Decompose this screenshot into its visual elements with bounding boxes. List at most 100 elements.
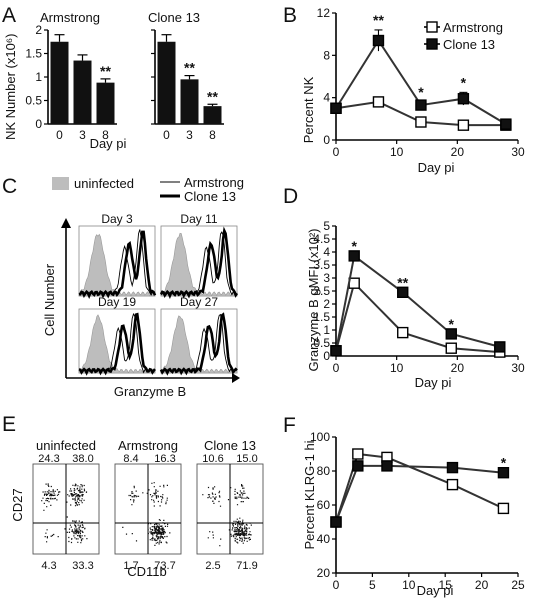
panel-c-day-27-label: Day 27 bbox=[180, 295, 218, 309]
panel-a-right-significance: ** bbox=[184, 60, 195, 76]
panel-e-plot-1-q3: 4.3 bbox=[41, 560, 56, 572]
panel-e-plot-3-q2: 15.0 bbox=[236, 453, 257, 465]
panel-a-ylabel: NK Number (x10⁶) bbox=[3, 34, 18, 141]
panel-d-series-armstrong-point bbox=[445, 342, 457, 354]
panel-d-significance: * bbox=[351, 238, 357, 254]
panel-d-ytick-label: 5 bbox=[323, 219, 330, 233]
panel-d-ytick-label: 3.5 bbox=[313, 258, 330, 272]
panel-e-plot-1-q4: 33.3 bbox=[72, 560, 93, 572]
panel-d-series-clone13-point bbox=[397, 286, 409, 298]
panel-a-xlabel: Day pi bbox=[90, 136, 127, 151]
panel-d-series-clone13-point bbox=[348, 250, 360, 262]
panel-f-series-armstrong-point bbox=[446, 478, 459, 491]
panel-b-legend-label: Clone 13 bbox=[443, 37, 495, 52]
panel-e-xlabel: CD11b bbox=[127, 564, 167, 579]
panel-c-xlabel: Granzyme B bbox=[114, 384, 186, 399]
panel-b-xlabel: Day pi bbox=[418, 160, 455, 175]
panel-e-plot-2-q2: 16.3 bbox=[154, 453, 175, 465]
panel-e-plot-1-title: uninfected bbox=[36, 438, 96, 453]
panel-a-left-ytick-label: 1.5 bbox=[25, 47, 42, 61]
panel-a-right-significance: ** bbox=[207, 88, 218, 104]
legend-armstrong: Armstrong bbox=[184, 175, 244, 190]
panel-e-plot-3-q4: 71.9 bbox=[236, 560, 257, 572]
panel-f-series-armstrong-point bbox=[352, 448, 364, 460]
panel-d-significance: * bbox=[449, 316, 455, 332]
panel-label-c: C bbox=[2, 175, 17, 198]
legend-swatch-uninfected bbox=[52, 177, 69, 190]
panel-f-xtick-label: 10 bbox=[402, 578, 416, 592]
panel-a-charts: 0 0.5 1 1.5 2 0 3 8 ** 0 3 ** 8 ** bbox=[25, 23, 224, 142]
panel-d-ytick-label: 0 bbox=[323, 349, 330, 363]
panel-f-series-armstrong-point bbox=[497, 502, 510, 515]
panel-f-xlabel: Day pi bbox=[417, 583, 454, 598]
panel-d-ylabel: Granzyme B gMFI (x10²) bbox=[306, 228, 321, 371]
panel-c-y-arrow bbox=[61, 218, 71, 228]
panel-d-ytick-label: 3 bbox=[323, 271, 330, 285]
panel-d-xtick-label: 20 bbox=[451, 361, 465, 375]
panel-d-ytick-label: 0.5 bbox=[313, 336, 330, 350]
panel-e-plot-3-q3: 2.5 bbox=[205, 560, 220, 572]
panel-b-ytick-label: 12 bbox=[317, 6, 331, 20]
panel-e-plot-2-title: Armstrong bbox=[118, 438, 178, 453]
panel-d-series-armstrong-point bbox=[397, 326, 409, 339]
panel-c-day-11-label: Day 11 bbox=[180, 212, 217, 226]
panel-label-b: B bbox=[283, 4, 297, 27]
panel-d-ytick-label: 4 bbox=[323, 245, 330, 259]
panel-b-series-clone13-point bbox=[457, 93, 470, 105]
panel-c-legend: uninfected Armstrong Clone 13 bbox=[52, 175, 244, 204]
panel-d-ytick-label: 1.5 bbox=[313, 310, 330, 324]
panel-a-left-ytick-label: 0.5 bbox=[25, 94, 42, 108]
panel-b-xtick-label: 20 bbox=[451, 145, 465, 159]
panel-f-ytick-label: 80 bbox=[317, 464, 331, 478]
panel-f-ytick-label: 100 bbox=[310, 430, 330, 444]
panel-b-legend-marker bbox=[426, 38, 438, 50]
panel-d-ytick-label: 2 bbox=[323, 297, 330, 311]
panel-b-legend-marker bbox=[426, 21, 438, 33]
panel-e-plot-2-q1: 8.4 bbox=[123, 453, 138, 465]
panel-d-series-clone13-point bbox=[445, 328, 457, 340]
panel-f-ytick-label: 60 bbox=[317, 498, 331, 512]
panel-e-plot-2-dots bbox=[122, 482, 171, 546]
panel-d-ytick-label: 4.5 bbox=[313, 232, 330, 246]
panel-f-chart: 0 5 10 15 20 25 20 40 60 80 100 * bbox=[310, 430, 525, 592]
panel-e-plot-1-dots bbox=[41, 483, 88, 544]
panel-c-day-19-label: Day 19 bbox=[98, 295, 136, 309]
panel-a-left-ytick-label: 0 bbox=[35, 117, 42, 131]
panel-b-ytick-label: 0 bbox=[323, 133, 330, 147]
panel-c-x-arrow bbox=[232, 373, 240, 383]
panel-d-ytick-label: 1 bbox=[323, 323, 330, 337]
panel-b-significance: ** bbox=[373, 12, 384, 28]
panel-b-series-armstrong-point bbox=[415, 116, 427, 128]
panel-a-left-title: Armstrong bbox=[40, 10, 100, 25]
panel-d-xtick-label: 30 bbox=[511, 361, 525, 375]
panel-b-series-clone13-point bbox=[500, 118, 512, 130]
panel-b-xtick-label: 10 bbox=[390, 145, 404, 159]
panel-a-left-xtick-label: 8 bbox=[102, 128, 109, 142]
panel-f-series-clone13-point bbox=[330, 516, 342, 528]
panel-f-ytick-label: 40 bbox=[317, 532, 331, 546]
panel-a-left-bar bbox=[73, 60, 92, 124]
panel-a-right-title: Clone 13 bbox=[148, 10, 200, 25]
panel-c-day-19-clone13-histogram bbox=[78, 312, 156, 376]
panel-a-right-bar bbox=[157, 41, 176, 124]
panel-b-significance: * bbox=[418, 84, 424, 100]
panel-c-day-19-uninfected-histogram bbox=[78, 314, 156, 374]
panel-label-e: E bbox=[2, 413, 16, 436]
panel-b-series-clone13-point bbox=[415, 99, 427, 111]
panel-label-d: D bbox=[283, 185, 298, 208]
panel-a-left-ytick-label: 1 bbox=[35, 70, 42, 84]
panel-d-series-armstrong-point bbox=[348, 277, 360, 289]
panel-e-plot-2-q3: 1.7 bbox=[123, 560, 138, 572]
panel-e-plot-3-title: Clone 13 bbox=[204, 438, 256, 453]
panel-b-ytick-label: 4 bbox=[323, 91, 330, 105]
panel-b-series-armstrong-point bbox=[457, 119, 470, 131]
panel-a-left-bar bbox=[96, 82, 115, 124]
panel-b-series-clone13-line bbox=[335, 38, 507, 125]
panel-f-series-clone13-point bbox=[352, 460, 364, 472]
panel-f-ylabel: Percent KLRG-1 hi bbox=[302, 440, 317, 549]
panel-d-series-clone13-point bbox=[494, 341, 506, 353]
panel-b-ytick-label: 8 bbox=[323, 48, 330, 62]
panel-e-plot-2-q4: 73.7 bbox=[154, 560, 175, 572]
panel-a-left-significance: ** bbox=[100, 63, 111, 79]
panel-b-xtick-label: 0 bbox=[333, 145, 340, 159]
